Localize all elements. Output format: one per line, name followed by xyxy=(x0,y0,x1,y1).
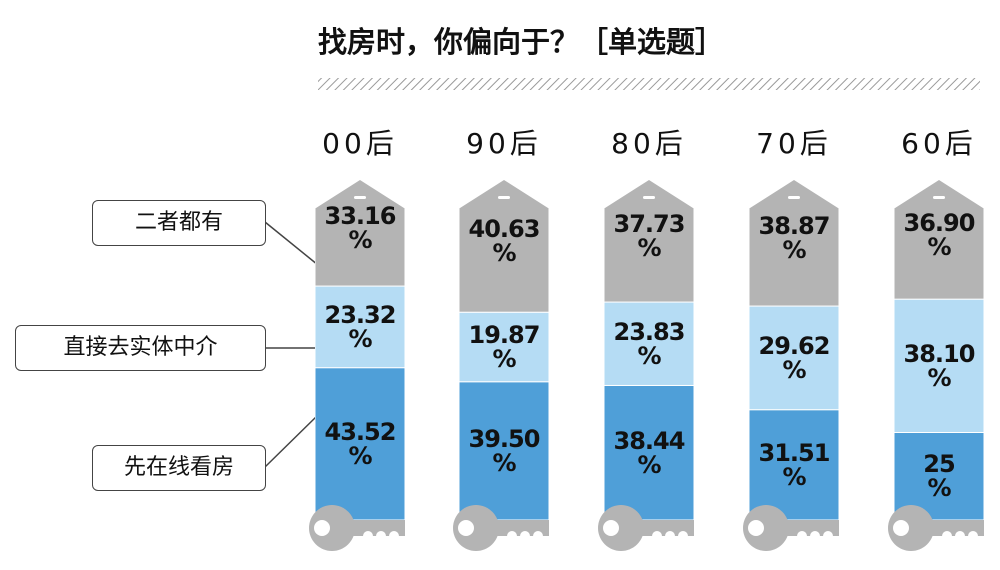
bar-segment xyxy=(314,367,406,520)
key-tooth xyxy=(665,531,675,541)
key-tooth xyxy=(968,531,978,541)
key-tooth xyxy=(376,531,386,541)
x-tick-label: 60后 xyxy=(901,127,977,160)
key-tooth xyxy=(652,531,662,541)
value-label: 19.87 % xyxy=(468,320,541,373)
connector xyxy=(264,221,319,266)
roof-slot xyxy=(498,196,510,199)
title-stripe xyxy=(318,78,980,90)
key-tooth xyxy=(942,531,952,541)
value-label: 43.52 % xyxy=(324,417,397,470)
roof-slot xyxy=(354,196,366,199)
value-label: 37.73 % xyxy=(613,210,686,263)
value-label: 33.16 % xyxy=(324,202,397,255)
key-hole xyxy=(458,520,474,536)
value-label: 38.87 % xyxy=(758,212,831,265)
key-hole xyxy=(893,520,909,536)
value-label: 31.51 % xyxy=(758,438,831,491)
key-tooth xyxy=(389,531,399,541)
roof-slot xyxy=(788,196,800,199)
bar-segment xyxy=(893,180,985,300)
value-label: 38.44 % xyxy=(613,426,686,479)
bar-segment xyxy=(603,180,695,303)
bar-segment xyxy=(748,180,840,307)
value-label: 40.63 % xyxy=(468,215,541,268)
key-bow xyxy=(598,505,644,551)
x-tick-label: 80后 xyxy=(611,127,687,160)
bar-segment xyxy=(748,305,840,411)
x-tick-label: 00后 xyxy=(322,127,398,160)
key-tooth xyxy=(678,531,688,541)
key-bow xyxy=(888,505,934,551)
legend-entry: 直接去实体中介 xyxy=(15,325,266,371)
bar-segment xyxy=(748,409,840,520)
roof-slot xyxy=(643,196,655,199)
key-bow xyxy=(743,505,789,551)
value-label: 29.62 % xyxy=(758,331,831,384)
key-tooth xyxy=(823,531,833,541)
value-label: 39.50 % xyxy=(468,424,541,477)
key-tooth xyxy=(810,531,820,541)
value-label: 38.10 % xyxy=(903,339,976,392)
key-tooth xyxy=(520,531,530,541)
bar-segment xyxy=(458,180,550,313)
key-hole xyxy=(314,520,330,536)
key-hole xyxy=(603,520,619,536)
value-label: 23.32 % xyxy=(324,300,397,353)
legend-entry: 二者都有 xyxy=(92,200,266,246)
key-tooth xyxy=(955,531,965,541)
value-label: 36.90 % xyxy=(903,208,976,261)
bar-segment xyxy=(458,311,550,383)
bar-segment xyxy=(314,285,406,369)
bar-segment xyxy=(603,384,695,520)
key-tooth xyxy=(533,531,543,541)
bar-segment xyxy=(893,298,985,433)
value-label: 25 % xyxy=(923,450,955,503)
bar-segment xyxy=(458,381,550,520)
key-tooth xyxy=(507,531,517,541)
chart-title: 找房时，你偏向于？［单选题］ xyxy=(318,25,724,59)
roof-slot xyxy=(933,196,945,199)
key-bow xyxy=(453,505,499,551)
key-hole xyxy=(748,520,764,536)
key-tooth xyxy=(797,531,807,541)
key-tooth xyxy=(363,531,373,541)
legend-entry: 先在线看房 xyxy=(92,445,266,491)
bar-segment xyxy=(603,301,695,386)
key-bow xyxy=(309,505,355,551)
value-label: 23.83 % xyxy=(613,317,686,370)
connector xyxy=(264,414,319,468)
x-tick-label: 90后 xyxy=(466,127,542,160)
x-tick-label: 70后 xyxy=(756,127,832,160)
